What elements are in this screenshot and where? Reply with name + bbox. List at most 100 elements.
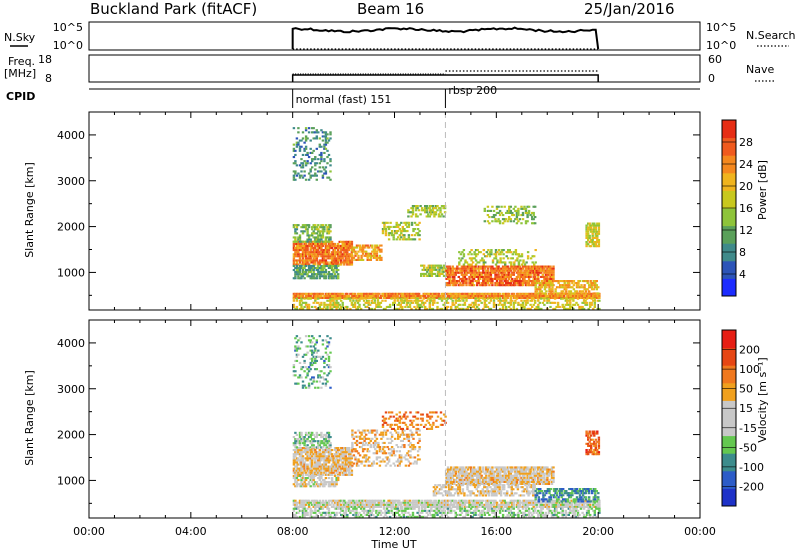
data-cell	[307, 501, 311, 504]
data-cell	[439, 266, 443, 269]
data-cell	[387, 509, 390, 512]
data-cell	[552, 267, 555, 270]
data-cell	[335, 244, 338, 247]
data-cell	[320, 471, 323, 474]
data-cell	[471, 261, 475, 264]
data-cell	[292, 501, 296, 504]
data-cell	[364, 301, 367, 304]
data-cell	[590, 226, 593, 229]
data-cell	[318, 145, 321, 148]
data-cell	[521, 218, 525, 221]
data-cell	[298, 164, 302, 167]
data-cell	[300, 230, 303, 233]
data-cell	[298, 176, 302, 179]
data-cell	[315, 501, 318, 504]
data-cell	[520, 273, 523, 276]
noise-panel-frame	[88, 21, 701, 51]
data-cell	[346, 251, 349, 254]
data-cell	[337, 261, 340, 264]
data-cell	[526, 273, 529, 276]
data-cell	[569, 301, 572, 304]
data-cell	[333, 507, 337, 510]
data-cell	[306, 247, 309, 250]
data-cell	[307, 503, 311, 506]
data-cell	[353, 305, 357, 308]
data-cell	[384, 509, 387, 512]
data-cell	[589, 284, 592, 287]
data-cell	[349, 499, 352, 502]
data-cell	[338, 303, 341, 306]
data-cell	[304, 153, 308, 156]
data-cell	[338, 503, 341, 506]
data-cell	[384, 296, 387, 299]
data-cell	[515, 280, 519, 283]
data-cell	[292, 147, 296, 150]
data-cell	[355, 244, 359, 247]
data-cell	[404, 499, 407, 502]
data-cell	[306, 224, 309, 227]
data-cell	[344, 257, 347, 260]
data-cell	[306, 463, 309, 466]
data-cell	[326, 303, 329, 306]
data-cell	[318, 143, 321, 146]
data-cell	[529, 296, 532, 299]
data-cell	[306, 275, 309, 278]
data-cell	[402, 499, 405, 502]
data-cell	[378, 244, 382, 247]
data-cell	[488, 277, 491, 280]
data-cell	[439, 209, 442, 212]
data-cell	[446, 501, 450, 504]
data-cell	[314, 263, 317, 266]
data-cell	[347, 294, 351, 297]
data-cell	[494, 263, 498, 266]
data-cell	[416, 303, 419, 306]
data-cell	[329, 294, 332, 297]
data-cell	[294, 259, 297, 262]
data-cell	[303, 447, 306, 450]
data-cell	[510, 263, 513, 266]
data-cell	[598, 503, 601, 506]
data-cell	[349, 242, 352, 245]
data-cell	[540, 499, 543, 502]
data-cell	[295, 453, 299, 456]
data-cell	[320, 269, 323, 272]
data-cell	[524, 503, 528, 506]
data-cell	[451, 269, 454, 272]
data-cell	[372, 513, 375, 516]
data-cell	[457, 501, 460, 504]
data-cell	[330, 455, 334, 458]
data-cell	[358, 246, 362, 249]
data-cell	[399, 294, 402, 297]
data-cell	[547, 297, 551, 300]
data-cell	[495, 205, 499, 208]
data-cell	[560, 511, 563, 514]
data-cell	[580, 292, 583, 295]
data-cell	[479, 501, 482, 504]
data-cell	[385, 501, 389, 504]
data-cell	[593, 513, 596, 516]
data-cell	[477, 292, 480, 295]
data-cell	[344, 292, 347, 295]
data-cell	[362, 503, 366, 506]
data-cell	[511, 265, 514, 268]
data-cell	[301, 153, 305, 156]
data-cell	[405, 505, 409, 508]
data-cell	[524, 515, 528, 518]
data-cell	[442, 205, 445, 208]
data-cell	[321, 251, 325, 254]
data-cell	[504, 263, 507, 266]
data-cell	[547, 299, 551, 302]
data-cell	[300, 305, 303, 308]
data-cell	[440, 292, 444, 295]
data-cell	[361, 294, 364, 297]
data-cell	[318, 273, 321, 276]
data-cell	[419, 303, 422, 306]
data-cell	[459, 503, 462, 506]
data-cell	[474, 503, 477, 506]
data-cell	[309, 463, 312, 466]
data-cell	[578, 280, 582, 283]
data-cell	[324, 292, 328, 295]
data-cell	[431, 205, 435, 208]
data-cell	[465, 501, 468, 504]
data-cell	[489, 507, 493, 510]
